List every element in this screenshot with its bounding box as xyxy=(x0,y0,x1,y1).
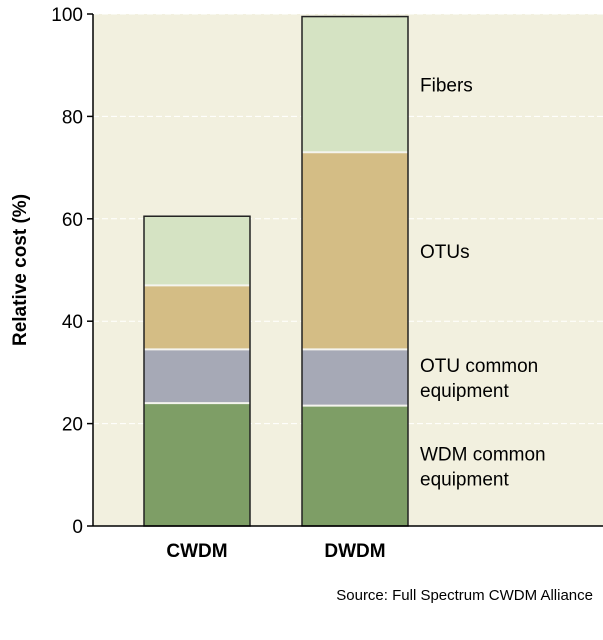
bars xyxy=(143,15,409,527)
segment-label: equipment xyxy=(420,381,509,402)
segment-label: Fibers xyxy=(420,75,473,96)
x-category-label: DWDM xyxy=(324,541,385,562)
y-axis-title: Relative cost (%) xyxy=(10,194,31,346)
y-tick-label: 80 xyxy=(62,107,83,128)
bar-segment-dwdm-otu-common-equipment xyxy=(302,349,408,406)
bar-segment-cwdm-otu-common-equipment xyxy=(144,349,250,404)
bar-segment-cwdm-wdm-common-equipment xyxy=(144,403,250,526)
y-ticks: 0 20 40 60 80 100 xyxy=(51,5,93,538)
y-tick-label: 100 xyxy=(51,5,83,26)
y-tick-label: 0 xyxy=(72,517,83,538)
axes xyxy=(92,14,603,527)
segment-label: equipment xyxy=(420,469,509,490)
bar-segment-dwdm-otus xyxy=(302,152,408,350)
y-tick-label: 20 xyxy=(62,415,83,436)
source-note: Source: Full Spectrum CWDM Alliance xyxy=(336,587,593,604)
segment-label: OTU common xyxy=(420,356,538,377)
bar-segment-cwdm-otus xyxy=(144,285,250,350)
y-tick-label: 40 xyxy=(62,312,83,333)
segment-labels: WDM common equipment OTU common equipment OT… xyxy=(420,75,546,490)
x-category-label: CWDM xyxy=(166,541,227,562)
y-tick-label: 60 xyxy=(62,210,83,231)
bar-segment-dwdm-fibers xyxy=(302,16,408,153)
bar-segment-cwdm-fibers xyxy=(144,216,250,286)
segment-label: WDM common xyxy=(420,444,546,465)
bar-segment-dwdm-wdm-common-equipment xyxy=(302,405,408,526)
x-category-labels: CWDM DWDM xyxy=(166,541,385,562)
segment-label: OTUs xyxy=(420,242,470,263)
